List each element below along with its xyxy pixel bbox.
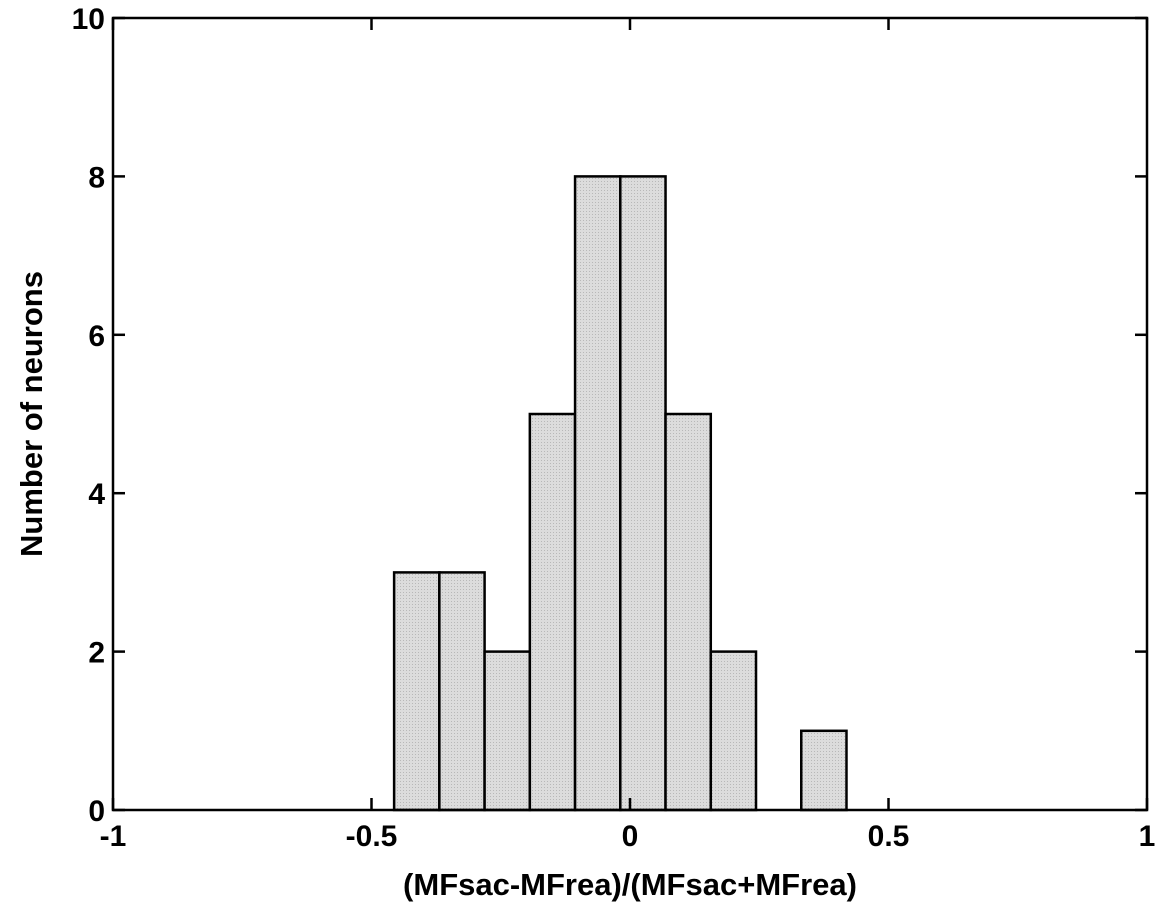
histogram-bar [619,175,667,812]
histogram-bar [573,175,622,812]
x-tick-label: 1 [1139,820,1156,853]
y-tick-label: 8 [88,161,105,194]
histogram-bar [438,571,486,812]
x-axis-title: (MFsac-MFrea)/(MFsac+MFrea) [403,867,857,902]
ticks-layer [111,16,1149,812]
histogram-bar [528,412,577,812]
x-tick-label: -1 [100,820,127,853]
histogram-bar [664,412,713,812]
histogram-bar [709,650,758,812]
y-tick-label: 10 [72,3,105,36]
bars-layer [392,175,848,812]
y-tick-label: 2 [88,637,105,670]
x-tick-label: 0 [622,820,639,853]
y-axis-title: Number of neurons [14,271,49,557]
x-tick-label: -0.5 [346,820,398,853]
histogram-bar [392,571,441,812]
y-tick-label: 6 [88,320,105,353]
y-tick-label: 4 [88,478,105,511]
histogram-bar [800,729,848,812]
x-tick-label: 0.5 [868,820,910,853]
y-tick-label: 0 [88,795,105,828]
histogram-bar [483,650,532,812]
